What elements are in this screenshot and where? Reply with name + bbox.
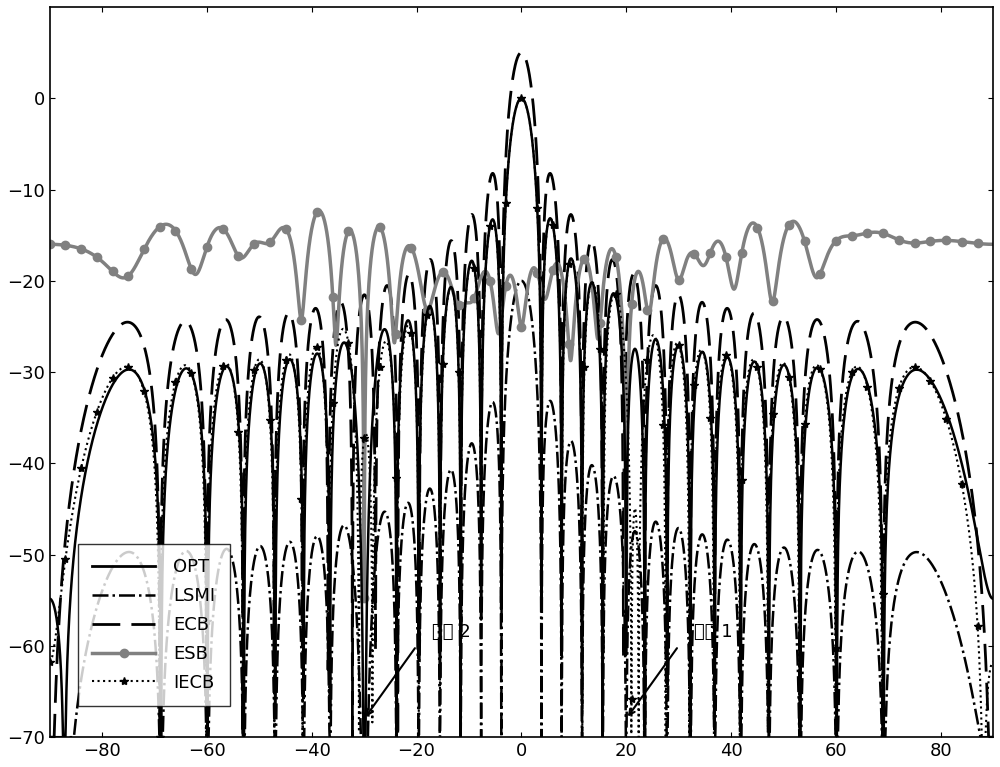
LSMI	[987, 732, 999, 742]
Line: LSMI: LSMI	[50, 281, 993, 737]
IECB	[987, 657, 999, 667]
ECB	[898, 328, 910, 337]
ESB	[246, 242, 258, 251]
IECB	[307, 347, 319, 356]
LSMI	[307, 541, 319, 550]
IECB	[515, 94, 527, 103]
ECB	[987, 732, 999, 742]
Line: ESB: ESB	[46, 206, 997, 614]
ECB	[515, 48, 527, 58]
Line: IECB: IECB	[46, 94, 997, 742]
Line: ECB: ECB	[50, 53, 993, 737]
ESB	[631, 268, 643, 277]
ESB	[620, 604, 632, 614]
Text: 干扰 2: 干扰 2	[432, 623, 471, 640]
Text: 干扰 1: 干扰 1	[694, 623, 733, 640]
ECB	[44, 732, 56, 742]
ECB	[614, 325, 626, 334]
ESB	[898, 237, 910, 246]
IECB	[246, 377, 258, 387]
OPT	[307, 357, 319, 367]
ECB	[307, 308, 319, 317]
OPT	[57, 732, 69, 742]
Legend: OPT, LSMI, ECB, ESB, IECB: OPT, LSMI, ECB, ESB, IECB	[78, 544, 230, 706]
ECB	[246, 335, 258, 344]
OPT	[987, 594, 999, 604]
IECB	[154, 732, 166, 742]
ECB	[987, 732, 999, 742]
ESB	[987, 240, 999, 249]
LSMI	[898, 560, 910, 569]
LSMI	[631, 531, 643, 540]
OPT	[898, 377, 910, 387]
IECB	[44, 657, 56, 667]
ECB	[631, 278, 643, 287]
LSMI	[987, 732, 999, 742]
ESB	[987, 240, 999, 249]
IECB	[615, 310, 627, 319]
ESB	[307, 218, 319, 227]
LSMI	[246, 572, 258, 581]
OPT	[631, 349, 643, 358]
OPT	[615, 329, 627, 338]
OPT	[515, 94, 527, 103]
IECB	[631, 538, 643, 548]
IECB	[898, 371, 910, 380]
LSMI	[44, 732, 56, 742]
LSMI	[614, 509, 626, 518]
ESB	[313, 206, 325, 216]
ESB	[614, 286, 626, 295]
OPT	[246, 387, 258, 397]
IECB	[987, 657, 999, 667]
ESB	[44, 240, 56, 249]
Line: OPT: OPT	[50, 98, 993, 737]
OPT	[987, 594, 999, 604]
OPT	[44, 594, 56, 604]
LSMI	[515, 276, 527, 285]
